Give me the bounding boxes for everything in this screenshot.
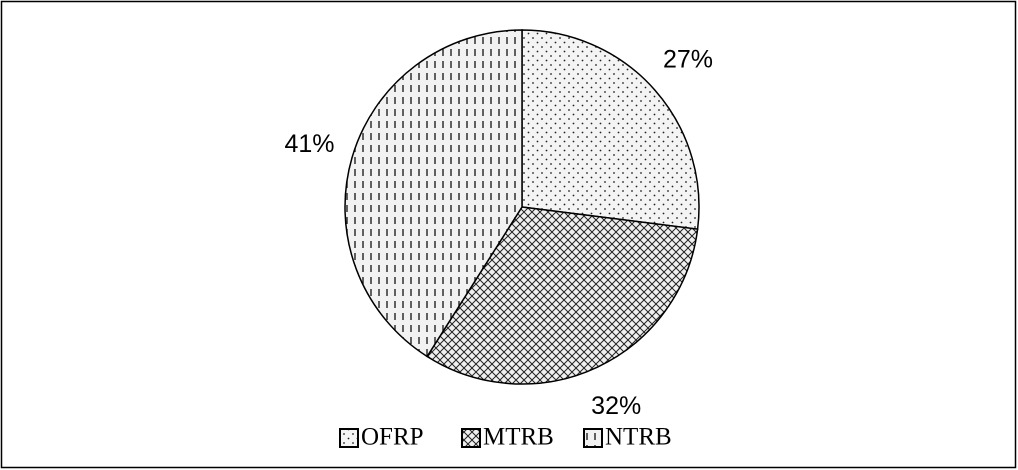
data-label: 41% <box>285 130 335 158</box>
data-label: 27% <box>663 45 713 73</box>
legend-label: NTRB <box>605 424 672 451</box>
legend-swatch <box>339 428 359 448</box>
data-label: 32% <box>591 392 641 420</box>
pie-slice <box>521 29 700 231</box>
pie-slice <box>344 29 523 358</box>
legend-swatch <box>583 428 603 448</box>
pie <box>344 29 700 385</box>
legend-swatch <box>461 428 481 448</box>
legend: OFRP MTRB NTRB <box>339 424 672 451</box>
legend-label: MTRB <box>483 424 554 451</box>
legend-label: OFRP <box>361 424 424 451</box>
